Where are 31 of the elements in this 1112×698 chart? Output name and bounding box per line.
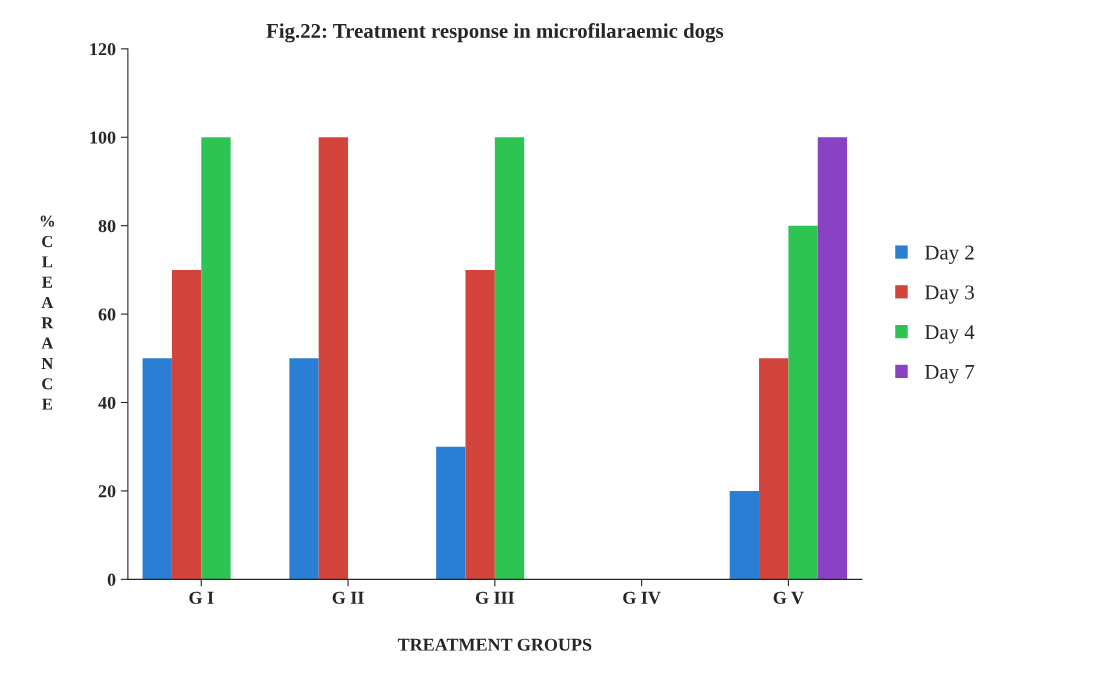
y-tick-label: 0	[107, 573, 116, 586]
bar	[171, 269, 202, 580]
legend-label: Day 3	[924, 285, 974, 304]
y-tick-label: 20	[98, 485, 116, 498]
text: % CLEARANCE	[40, 215, 55, 410]
bar	[465, 269, 495, 580]
x-tick-label: G II	[332, 591, 364, 604]
bar	[494, 137, 525, 580]
y-tick-label: 100	[90, 131, 116, 144]
y-tick-label: 40	[98, 396, 116, 409]
bar	[788, 225, 818, 580]
y-tick-label: 80	[98, 219, 116, 233]
x-axis-title: TREATMENT GROUPS	[397, 638, 592, 651]
y-tick-label: 120	[90, 43, 116, 56]
bar	[729, 490, 760, 580]
chart-title: Fig.22: Treatment response in microfilaraemic dogs	[266, 23, 724, 43]
bar	[318, 137, 349, 580]
bar	[759, 358, 789, 580]
bar	[817, 137, 848, 580]
x-tick-label: G V	[773, 591, 804, 604]
bar	[201, 137, 231, 580]
x-tick-label: G III	[475, 591, 515, 604]
bar	[289, 358, 319, 580]
legend-label: Day 7	[924, 365, 975, 384]
x-tick-label: G IV	[623, 591, 661, 604]
legend-label: Day 2	[924, 245, 974, 264]
y-tick-label: 60	[98, 308, 116, 321]
bar	[436, 446, 466, 580]
x-tick-label: G I	[189, 591, 214, 604]
legend-label: Day 4	[924, 325, 975, 344]
bar	[142, 358, 172, 580]
